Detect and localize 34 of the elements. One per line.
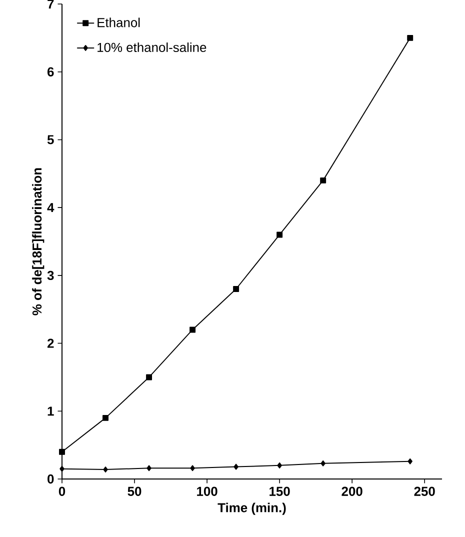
x-tick-label: 100 xyxy=(197,486,218,496)
y-tick-label: 3 xyxy=(47,270,54,280)
point xyxy=(59,448,65,455)
x-tick-label: 0 xyxy=(58,486,66,496)
point xyxy=(407,34,414,41)
y-tick-label: 0 xyxy=(48,474,54,484)
point xyxy=(60,466,64,472)
point xyxy=(320,460,326,466)
x-tick-label: 250 xyxy=(414,486,435,496)
point xyxy=(190,326,196,333)
y-tick-label: 2 xyxy=(47,338,54,348)
x-tick-label: 50 xyxy=(128,486,142,496)
point xyxy=(276,232,283,238)
point xyxy=(190,465,195,472)
point xyxy=(234,464,238,470)
legend-label: 10% ethanol-saline xyxy=(98,42,206,52)
y-tick-label: 7 xyxy=(48,0,54,8)
point xyxy=(146,374,152,380)
point xyxy=(102,414,109,421)
point xyxy=(103,466,108,472)
point xyxy=(233,286,240,292)
point xyxy=(277,462,282,468)
y-tick-label: 5 xyxy=(47,135,54,144)
y-tick-label: 4 xyxy=(47,203,54,212)
y-tick-label: 6 xyxy=(47,67,54,76)
y-axis-title: % of de[18F]fluorination xyxy=(32,168,44,316)
y-tick-label: 1 xyxy=(48,406,54,416)
point xyxy=(320,177,326,184)
point xyxy=(408,458,412,464)
x-axis-title: Time (min.) xyxy=(218,502,286,515)
point xyxy=(146,465,152,472)
x-tick-label: 200 xyxy=(342,486,362,496)
x-tick-label: 150 xyxy=(270,486,290,496)
legend-label: Ethanol xyxy=(98,18,140,28)
